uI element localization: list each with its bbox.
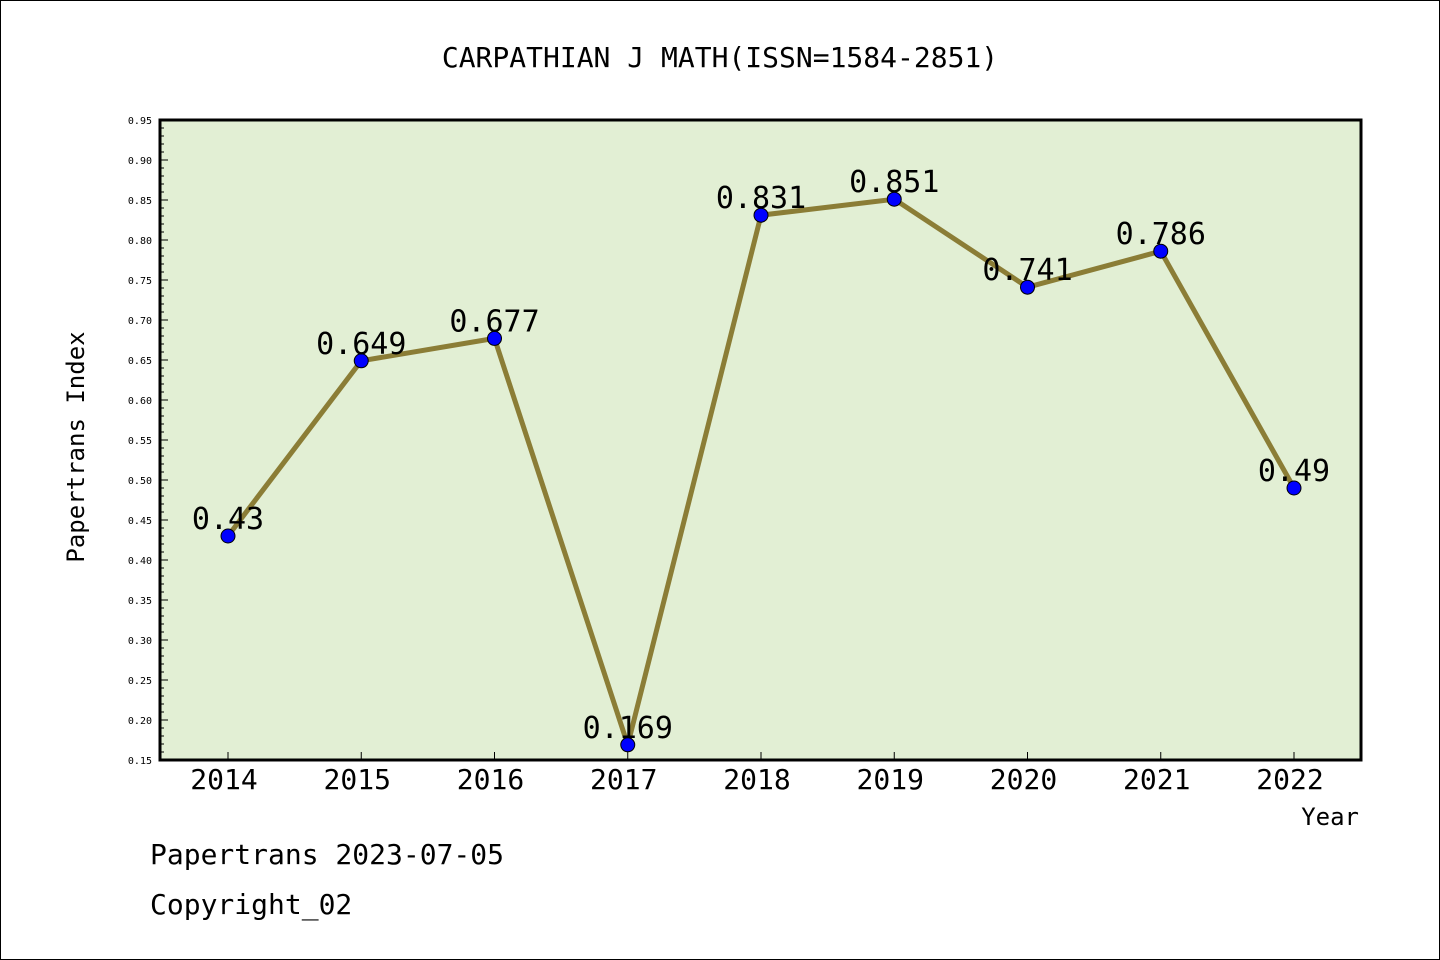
y-tick-label: 0.80 [128,236,152,247]
data-label: 0.851 [849,165,939,200]
data-label: 0.43 [192,502,264,537]
y-tick-label: 0.20 [128,716,152,727]
data-point [1020,279,1035,295]
data-point [886,191,902,207]
chart-title: CARPATHIAN J MATH(ISSN=1584-2851) [442,41,998,74]
data-point [753,207,769,223]
y-tick-label: 0.45 [128,516,152,527]
x-tick-label: 2016 [457,763,524,796]
data-point [620,737,636,753]
data-label: 0.169 [583,711,673,746]
data-label: 0.831 [716,181,806,216]
y-tick-label: 0.50 [128,476,152,487]
x-axis: 2014 2015 2016 2017 2018 2019 2020 2021 2022 [190,752,1324,796]
data-point [353,353,369,369]
y-axis-label: Papertrans Index [62,331,90,562]
data-label: 0.49 [1258,454,1330,489]
data-point [1153,243,1169,259]
x-tick-label: 2021 [1123,763,1190,796]
y-tick-label: 0.15 [128,756,152,767]
footer-copyright: Copyright_02 [150,888,352,922]
data-label: 0.649 [316,327,406,362]
x-tick-label: 2017 [590,763,657,796]
data-point [1286,480,1302,496]
x-tick-label: 2022 [1256,763,1323,796]
y-tick-label: 0.70 [128,316,152,327]
y-tick-label: 0.65 [128,356,152,367]
footer-source: Papertrans 2023-07-05 [150,838,504,871]
x-axis-label: Year [1301,803,1359,831]
y-tick-label: 0.35 [128,596,152,607]
data-labels: 0.43 0.649 0.677 0.169 0.831 0.851 0.741 0.786 0… [192,165,1330,746]
y-tick-label: 0.95 [128,116,152,127]
data-point [220,528,236,544]
x-tick-label: 2020 [990,763,1057,796]
data-point [487,330,502,346]
y-tick-label: 0.40 [128,556,152,567]
y-tick-label: 0.25 [128,676,152,687]
y-tick-label: 0.90 [128,156,152,167]
y-tick-label: 0.85 [128,196,152,207]
x-tick-label: 2018 [723,763,790,796]
y-tick-label: 0.30 [128,636,152,647]
x-tick-label: 2014 [190,763,257,796]
series-markers [220,191,1302,753]
data-label: 0.677 [449,304,539,339]
x-tick-label: 2019 [857,763,924,796]
x-tick-label: 2015 [324,763,391,796]
y-tick-label: 0.75 [128,276,152,287]
data-label: 0.786 [1116,217,1206,252]
y-tick-label: 0.55 [128,436,152,447]
y-tick-label: 0.60 [128,396,152,407]
y-axis: 0.15 0.20 0.25 0.30 0.35 0.40 0.45 0.50 0.55 0.60… [128,116,168,767]
data-label: 0.741 [982,253,1072,288]
